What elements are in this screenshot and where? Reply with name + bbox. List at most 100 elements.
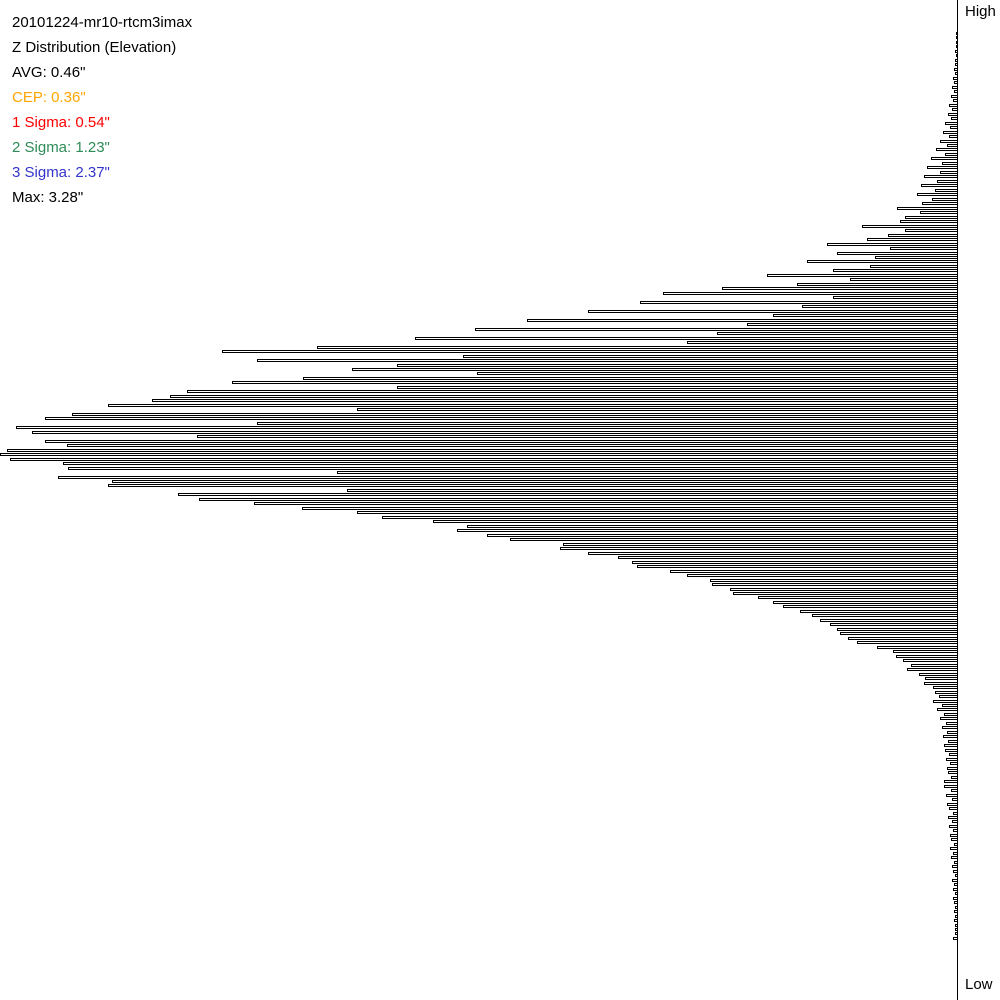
histogram-bar bbox=[415, 336, 958, 340]
histogram-bar bbox=[940, 717, 958, 721]
histogram-bar bbox=[870, 264, 958, 268]
histogram-bar bbox=[199, 497, 958, 501]
histogram-bar bbox=[563, 542, 958, 546]
histogram-bar bbox=[632, 560, 958, 564]
histogram-bar bbox=[936, 148, 958, 152]
histogram-bar bbox=[58, 475, 958, 479]
histogram-bar bbox=[917, 193, 958, 197]
histogram-bar bbox=[907, 668, 958, 672]
histogram-bar bbox=[108, 403, 958, 407]
axis-label-high: High bbox=[965, 3, 996, 20]
histogram-bar bbox=[302, 506, 958, 510]
histogram-bar bbox=[187, 390, 958, 394]
histogram-bar bbox=[800, 609, 958, 613]
histogram-bar bbox=[802, 305, 958, 309]
histogram-bar bbox=[944, 744, 958, 748]
histogram-bar bbox=[837, 251, 958, 255]
stat-1sigma: 1 Sigma: 0.54" bbox=[12, 114, 110, 131]
histogram-bar bbox=[837, 627, 958, 631]
histogram-bar bbox=[457, 529, 958, 533]
stat-avg: AVG: 0.46" bbox=[12, 64, 86, 81]
histogram-bar bbox=[108, 484, 958, 488]
vertical-axis-line bbox=[957, 0, 958, 1000]
histogram-bar bbox=[944, 712, 958, 716]
histogram-bar bbox=[905, 229, 958, 233]
histogram-bar bbox=[487, 533, 958, 537]
histogram-bar bbox=[112, 480, 958, 483]
histogram-bar bbox=[939, 695, 958, 699]
histogram-bar bbox=[897, 206, 958, 210]
histogram-bar bbox=[827, 242, 958, 246]
histogram-bar bbox=[32, 430, 958, 434]
histogram-bar bbox=[7, 448, 958, 452]
histogram-bar bbox=[72, 412, 958, 416]
histogram-bar bbox=[807, 260, 958, 264]
histogram-bar bbox=[397, 385, 958, 389]
histogram-bar bbox=[475, 327, 958, 331]
histogram-bar bbox=[0, 453, 958, 457]
histogram-bar bbox=[257, 359, 958, 363]
histogram-bar bbox=[527, 318, 958, 322]
stat-cep: CEP: 0.36" bbox=[12, 89, 86, 106]
histogram-bar bbox=[932, 197, 958, 201]
axis-label-low: Low bbox=[965, 976, 993, 993]
histogram-bar bbox=[833, 269, 958, 273]
histogram-bar bbox=[254, 502, 958, 506]
histogram-bar bbox=[45, 417, 958, 421]
histogram-bar bbox=[944, 784, 958, 788]
histogram-bar bbox=[560, 547, 958, 551]
histogram-bar bbox=[942, 726, 958, 730]
histogram-bar bbox=[935, 690, 958, 694]
histogram-bar bbox=[63, 462, 958, 466]
histogram-bar bbox=[933, 699, 958, 703]
histogram-bar bbox=[896, 654, 958, 658]
histogram-bar bbox=[943, 130, 958, 134]
histogram-bar bbox=[317, 345, 958, 349]
histogram-bar bbox=[663, 291, 958, 295]
histogram-bar bbox=[618, 556, 958, 560]
histogram-bar bbox=[797, 282, 958, 286]
histogram-bar bbox=[940, 170, 958, 174]
info-block: 20101224-mr10-rtcm3imax Z Distribution (… bbox=[12, 10, 192, 210]
histogram-bar bbox=[687, 574, 958, 578]
histogram-bar bbox=[890, 247, 958, 251]
histogram-bar bbox=[942, 704, 958, 707]
histogram-bar bbox=[687, 341, 958, 345]
histogram-bar bbox=[337, 471, 958, 475]
histogram-bar bbox=[722, 287, 958, 291]
histogram-bar bbox=[397, 363, 958, 367]
histogram-bar bbox=[830, 623, 958, 627]
histogram-bar bbox=[888, 233, 958, 237]
stat-max: Max: 3.28" bbox=[12, 189, 84, 206]
histogram-bar bbox=[747, 323, 958, 327]
histogram-bar bbox=[222, 350, 958, 354]
histogram-bar bbox=[920, 211, 958, 215]
histogram-bar bbox=[924, 681, 958, 685]
histogram-bar bbox=[942, 161, 958, 165]
histogram-bar bbox=[893, 650, 958, 654]
histogram-bar bbox=[588, 309, 958, 313]
histogram-bar bbox=[10, 457, 958, 461]
histogram-bar bbox=[937, 179, 958, 183]
histogram-bar bbox=[903, 659, 958, 663]
histogram-bar bbox=[925, 677, 958, 681]
histogram-bar bbox=[16, 426, 958, 430]
histogram-bar bbox=[758, 596, 958, 600]
histogram-bar bbox=[921, 184, 958, 188]
stat-3sigma: 3 Sigma: 2.37" bbox=[12, 164, 110, 181]
histogram-bar bbox=[943, 735, 958, 739]
histogram-bar bbox=[867, 238, 958, 242]
histogram-bar bbox=[733, 592, 958, 595]
histogram-bar bbox=[45, 439, 958, 443]
histogram-bar bbox=[857, 641, 958, 645]
histogram-bar bbox=[905, 215, 958, 219]
histogram-bar bbox=[833, 296, 958, 300]
histogram-bar bbox=[862, 224, 958, 228]
histogram-bar bbox=[900, 220, 958, 224]
histogram-bar bbox=[588, 551, 958, 555]
histogram-bar bbox=[924, 175, 958, 179]
histogram-bar bbox=[783, 605, 958, 609]
histogram-bar bbox=[178, 493, 958, 497]
histogram-bar bbox=[730, 587, 958, 591]
